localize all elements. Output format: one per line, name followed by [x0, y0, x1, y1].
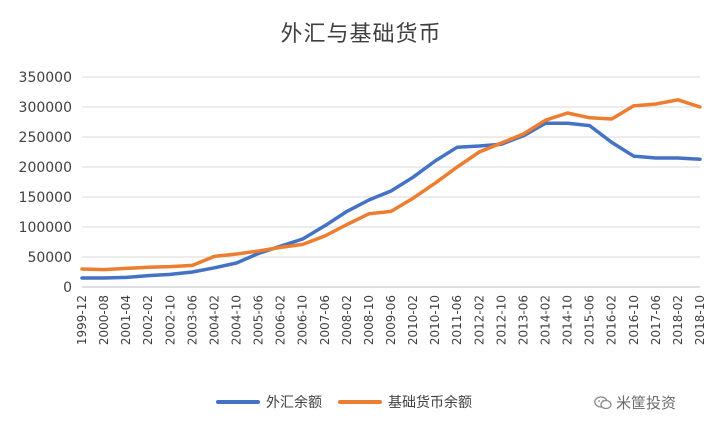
x-tick-label: 2018-02	[671, 295, 685, 345]
y-tick-label: 150000	[19, 190, 72, 206]
x-tick-label: 2017-06	[649, 295, 663, 345]
x-tick-label: 2010-10	[428, 295, 442, 345]
legend-swatch-base-money	[338, 400, 382, 404]
x-tick-label: 2007-06	[318, 295, 332, 345]
series-line-base-money	[80, 98, 702, 272]
x-tick-label: 2016-02	[605, 295, 619, 345]
y-tick-label: 300000	[19, 100, 72, 116]
x-tick-label: 1999-12	[75, 295, 89, 345]
x-tick-label: 2018-10	[693, 295, 707, 345]
y-tick-label: 50000	[27, 250, 72, 266]
legend-label-fx: 外汇余额	[266, 395, 322, 411]
x-tick-label: 2006-10	[296, 295, 310, 345]
watermark-text: 米筐投资	[616, 394, 677, 412]
x-tick-label: 2004-02	[207, 295, 221, 345]
legend-swatch-fx	[216, 400, 260, 404]
x-tick-label: 2008-02	[340, 295, 354, 345]
x-tick-label: 2004-10	[230, 295, 244, 345]
series-line-fx	[80, 121, 702, 280]
legend-item-base-money: 基础货币余额	[338, 392, 472, 412]
y-tick-label: 250000	[19, 130, 72, 146]
x-tick-label: 2014-10	[561, 295, 575, 345]
x-tick-label: 2014-02	[539, 295, 553, 345]
x-tick-label: 2013-06	[516, 295, 530, 345]
legend-label-base-money: 基础货币余额	[388, 395, 472, 411]
y-tick-label: 100000	[19, 220, 72, 236]
y-tick-label: 200000	[19, 160, 72, 176]
chart-legend: 外汇余额 基础货币余额	[216, 392, 472, 412]
wechat-icon	[594, 395, 612, 410]
x-tick-label: 2001-04	[119, 295, 133, 345]
x-tick-label: 2012-02	[472, 295, 486, 345]
x-tick-label: 2002-02	[141, 295, 155, 345]
x-tick-label: 2009-06	[384, 295, 398, 345]
x-tick-label: 2008-10	[362, 295, 376, 345]
x-tick-label: 2011-06	[450, 295, 464, 345]
watermark: 米筐投资	[594, 392, 676, 413]
x-tick-label: 2010-02	[406, 295, 420, 345]
x-tick-label: 2006-02	[274, 295, 288, 345]
x-tick-label: 2005-06	[252, 295, 266, 345]
x-tick-label: 2003-06	[185, 295, 199, 345]
x-tick-label: 2012-10	[494, 295, 508, 345]
x-tick-label: 2000-08	[97, 295, 111, 345]
x-tick-label: 2016-10	[627, 295, 641, 345]
chart-title: 外汇与基础货币	[280, 22, 442, 47]
y-tick-label: 0	[63, 280, 72, 296]
legend-item-fx: 外汇余额	[216, 392, 322, 412]
y-tick-label: 350000	[19, 70, 72, 86]
x-tick-label: 2002-10	[163, 295, 177, 345]
x-tick-label: 2015-06	[583, 295, 597, 345]
